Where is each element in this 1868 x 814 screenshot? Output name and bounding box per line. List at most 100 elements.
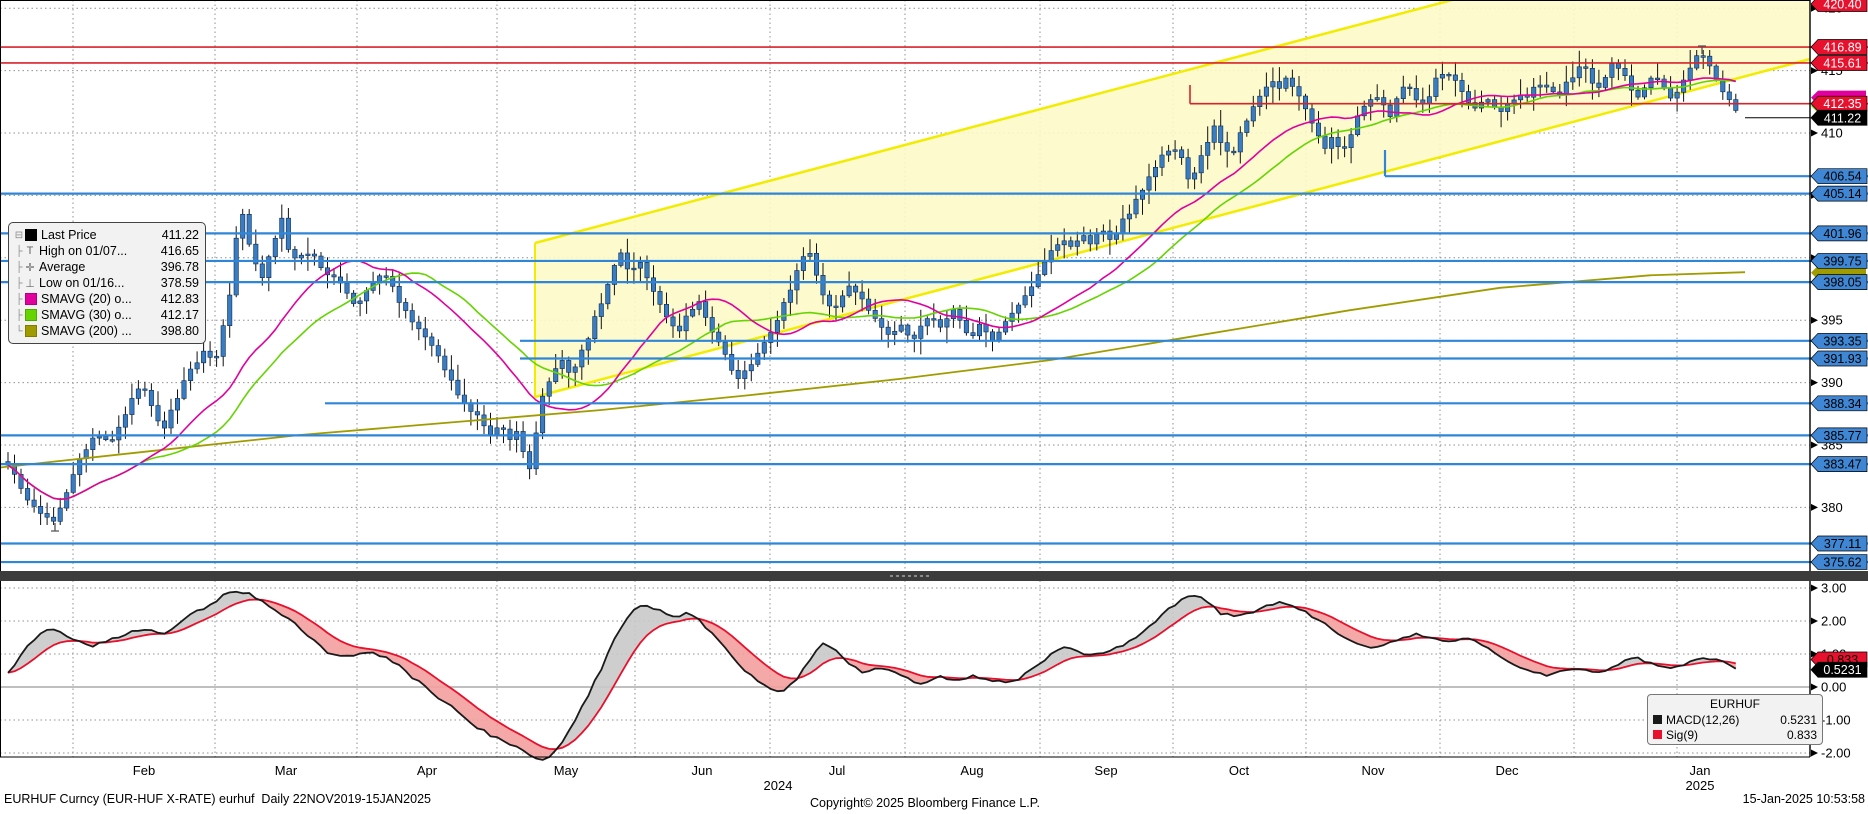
price-label-412.35: 412.35: [1810, 95, 1868, 112]
price-label-375.62: 375.62: [1810, 554, 1868, 570]
legend-value: 378.59: [160, 276, 199, 290]
svg-text:416.89: 416.89: [1823, 41, 1861, 55]
svg-text:410: 410: [1821, 126, 1843, 141]
high-low-markers: [51, 45, 1706, 532]
tree-branch-icon: ├: [15, 261, 23, 273]
year-label-2025: 2025: [1686, 778, 1715, 793]
smavg20-swatch: [25, 293, 37, 305]
svg-text:401.96: 401.96: [1823, 227, 1861, 241]
macd-label: MACD(12,26): [1666, 712, 1740, 727]
legend-value: 416.65: [160, 244, 199, 258]
month-label-Sep: Sep: [1094, 763, 1117, 778]
month-label-Jan: Jan: [1690, 763, 1711, 778]
legend-row-3[interactable]: ├ ⊥ Low on 01/16... 378.59: [13, 275, 199, 291]
legend-row-1[interactable]: ├ T High on 01/07... 416.65: [13, 243, 199, 259]
month-label-Jun: Jun: [692, 763, 713, 778]
smavg200-swatch: [25, 325, 37, 337]
month-label-Oct: Oct: [1229, 763, 1250, 778]
legend-row-2[interactable]: ├ ✛ Average 396.78: [13, 259, 199, 275]
price-label-385.77: 385.77: [1810, 427, 1868, 444]
month-label-Dec: Dec: [1495, 763, 1519, 778]
macd-value: 0.5231: [1780, 712, 1817, 727]
svg-text:-2.00: -2.00: [1821, 746, 1851, 761]
svg-text:391.93: 391.93: [1823, 352, 1861, 366]
legend-value: 398.80: [160, 324, 199, 338]
price-label-391.93: 391.93: [1810, 350, 1868, 367]
price-label-388.34: 388.34: [1810, 395, 1868, 412]
legend-value: 411.22: [161, 228, 199, 242]
svg-text:398.05: 398.05: [1823, 276, 1861, 290]
price-label-405.14: 405.14: [1810, 185, 1868, 202]
chart-frame: [0, 0, 1868, 758]
average-marker-icon: ✛: [25, 261, 35, 274]
legend-label: High on 01/07...: [39, 244, 128, 258]
time-axis: Feb Mar Apr May Jun Jul Aug Sep Oct Nov Dec Jan 2024…: [133, 763, 1715, 793]
svg-text:390: 390: [1821, 375, 1843, 390]
legend-value: 412.17: [160, 308, 199, 322]
tree-branch-icon: ├: [15, 293, 23, 305]
candlesticks: [5, 50, 1739, 525]
status-bar: EURHUF Curncy (EUR-HUF X-RATE) eurhuf Da…: [0, 790, 1868, 814]
high-marker-icon: T: [26, 245, 34, 257]
macd-panel: [8, 591, 1736, 760]
svg-text:377.11: 377.11: [1824, 537, 1861, 551]
legend-row-4[interactable]: ├ SMAVG (20) o... 412.83: [13, 291, 199, 307]
macd-label-0.5231: 0.5231: [1810, 661, 1868, 678]
timestamp: 15-Jan-2025 10:53:58: [1742, 792, 1865, 806]
legend-row-6[interactable]: └ SMAVG (200) ... 398.80: [13, 323, 199, 339]
macd-legend-panel[interactable]: EURHUF MACD(12,26) 0.5231 Sig(9) 0.833: [1647, 694, 1823, 745]
legend-label: Last Price: [41, 228, 97, 242]
svg-text:0.00: 0.00: [1821, 680, 1846, 695]
legend-label: SMAVG (200) ...: [41, 324, 132, 338]
svg-text:-1.00: -1.00: [1821, 713, 1851, 728]
svg-text:411.22: 411.22: [1824, 111, 1861, 125]
sig-value: 0.833: [1786, 727, 1817, 742]
svg-text:420.40: 420.40: [1823, 0, 1861, 12]
price-label-377.11: 377.11: [1810, 535, 1868, 552]
legend-row-0[interactable]: ⊟ Last Price 411.22: [13, 227, 199, 243]
legend-row-5[interactable]: ├ SMAVG (30) o... 412.17: [13, 307, 199, 323]
tree-branch-icon: ├: [15, 277, 23, 289]
price-legend-panel[interactable]: ⊟ Last Price 411.22 ├ T High on 01/07... 416.6…: [8, 222, 206, 344]
svg-text:0.5231: 0.5231: [1823, 663, 1861, 677]
price-label-398.05: 398.05: [1810, 274, 1868, 290]
svg-text:2.00: 2.00: [1821, 614, 1846, 629]
month-label-Nov: Nov: [1361, 763, 1385, 778]
price-label-399.75: 399.75: [1810, 253, 1868, 269]
svg-text:385.77: 385.77: [1823, 429, 1861, 443]
price-label-401.96: 401.96: [1810, 225, 1868, 242]
smavg30-swatch: [25, 309, 37, 321]
svg-text:399.75: 399.75: [1823, 254, 1861, 268]
svg-text:375.62: 375.62: [1823, 556, 1861, 570]
price-label-416.89: 416.89: [1810, 39, 1868, 55]
tree-branch-icon: └: [15, 325, 23, 337]
legend-label: Average: [39, 260, 86, 274]
legend-value: 412.83: [160, 292, 199, 306]
legend-label: SMAVG (30) o...: [41, 308, 132, 322]
svg-text:412.35: 412.35: [1823, 97, 1861, 111]
macd-legend-title: EURHUF: [1710, 697, 1760, 711]
month-label-May: May: [554, 763, 579, 778]
price-label-415.61: 415.61: [1810, 55, 1868, 71]
svg-text:415.61: 415.61: [1823, 56, 1861, 70]
expander-icon[interactable]: ⊟: [14, 229, 24, 241]
price-label-411.22: 411.22: [1810, 109, 1868, 126]
svg-text:3.00: 3.00: [1821, 581, 1846, 596]
macd-legend-row-macd: MACD(12,26) 0.5231: [1653, 712, 1817, 727]
smavg20-line: [7, 77, 1737, 501]
month-label-Jul: Jul: [829, 763, 846, 778]
svg-text:393.35: 393.35: [1823, 334, 1861, 348]
svg-text:388.34: 388.34: [1823, 397, 1861, 411]
price-label-383.47: 383.47: [1810, 456, 1868, 472]
price-label-406.54: 406.54: [1810, 168, 1868, 185]
svg-text:395: 395: [1821, 313, 1843, 328]
macd-signal-line: [7, 598, 1736, 751]
month-label-Feb: Feb: [133, 763, 155, 778]
panel-divider-handle[interactable]: [0, 571, 1868, 581]
legend-value: 396.78: [160, 260, 199, 274]
smavg30-line: [7, 79, 1736, 501]
month-label-Mar: Mar: [275, 763, 298, 778]
